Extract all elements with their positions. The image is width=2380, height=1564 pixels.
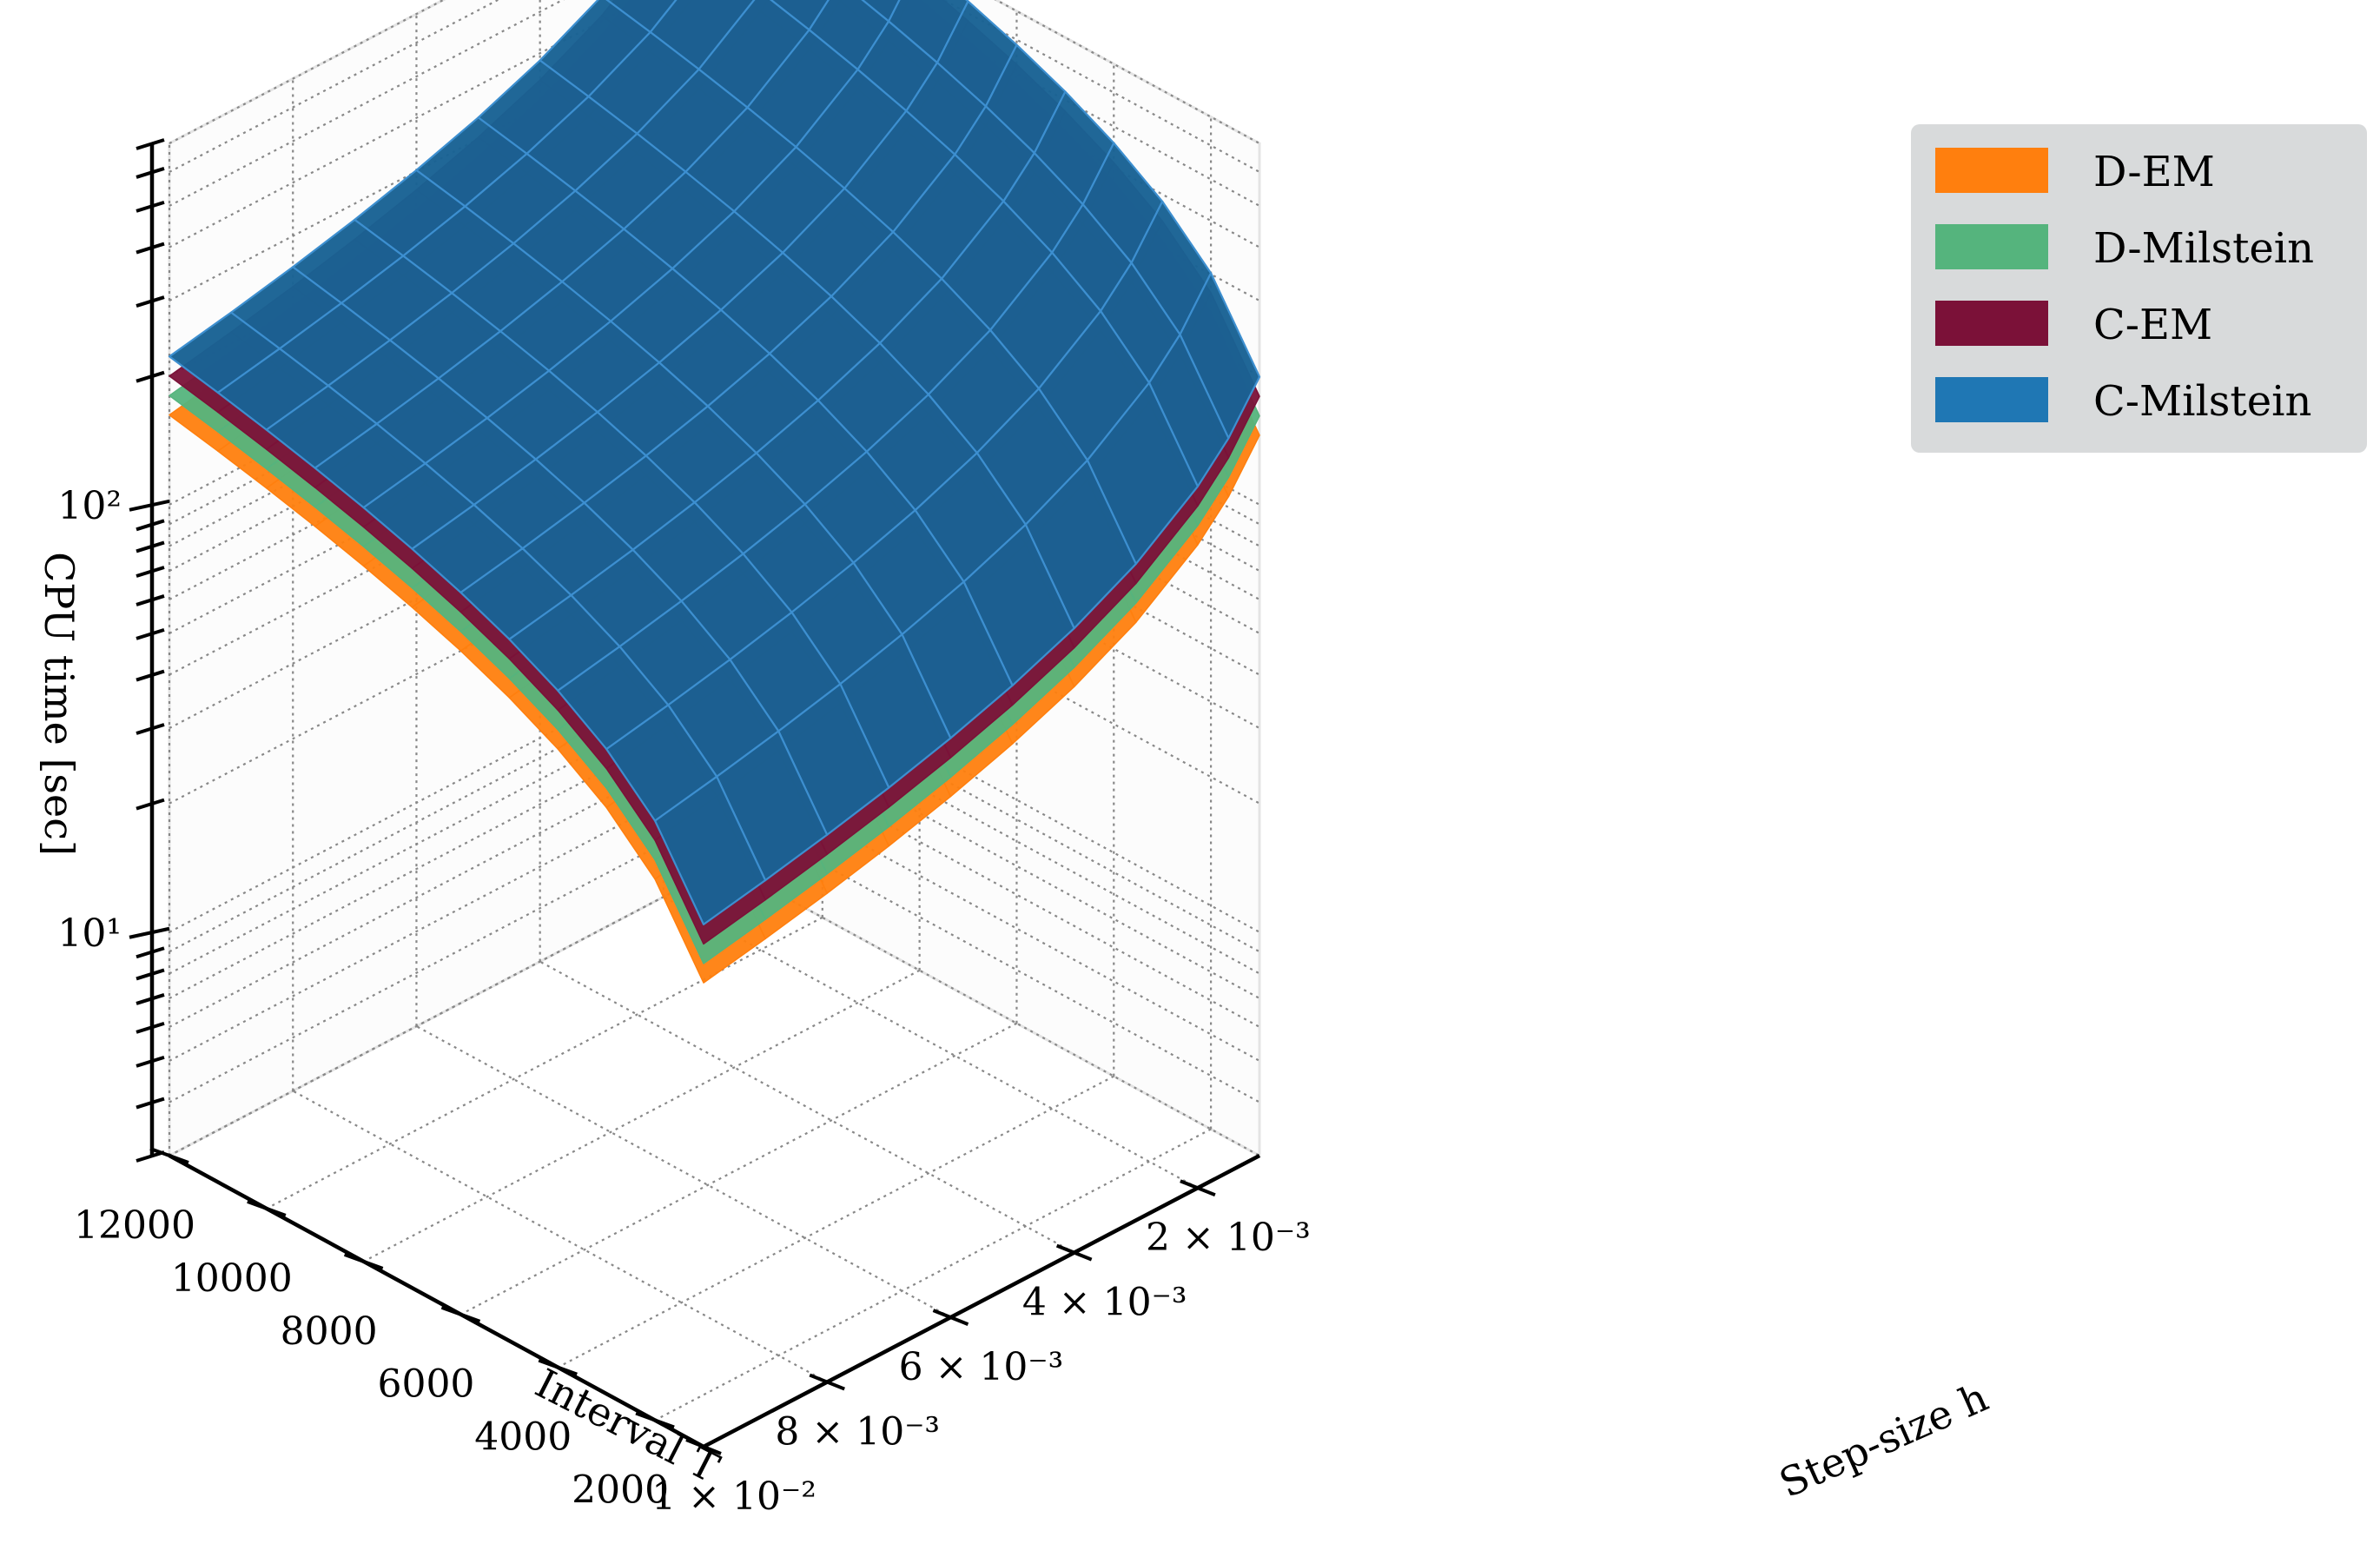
- z-tick: [136, 370, 165, 383]
- legend-swatch-d-em: [1935, 148, 2048, 193]
- floor-gridline: [557, 1075, 1114, 1368]
- z-tick: [136, 167, 165, 179]
- y-tick-label: 8000: [281, 1309, 378, 1354]
- floor-gridline: [266, 916, 823, 1209]
- z-tick: [129, 926, 170, 939]
- surface-c-milstein: [168, 0, 1261, 926]
- z-tick: [136, 723, 165, 735]
- floor-gridline: [654, 1128, 1212, 1422]
- z-tick: [129, 499, 170, 512]
- z-tick: [136, 519, 165, 532]
- z-tick: [136, 1055, 165, 1068]
- x-axis-label: Step-size h: [1772, 1374, 1994, 1508]
- z-tick: [136, 993, 165, 1005]
- legend-swatch-d-milstein: [1935, 224, 2048, 269]
- y-tick: [343, 1252, 384, 1270]
- y-tick-label: 6000: [377, 1362, 474, 1407]
- legend-label-c-em: C-EM: [2093, 301, 2212, 349]
- z-tick: [136, 1021, 165, 1034]
- surface-patch: [653, 775, 767, 926]
- z-tick: [136, 242, 165, 255]
- z-tick: [136, 627, 165, 640]
- x-tick-label: 4 × 10⁻³: [1022, 1281, 1187, 1325]
- y-tick: [538, 1358, 578, 1376]
- surfaces: [168, 0, 1261, 984]
- floor-gridline: [169, 864, 726, 1156]
- z-tick: [136, 138, 165, 150]
- z-tick: [136, 200, 165, 213]
- y-tick-label: 10000: [171, 1256, 293, 1301]
- legend-label-d-milstein: D-Milstein: [2093, 224, 2314, 273]
- x-tick: [932, 1309, 969, 1326]
- x-tick: [1180, 1179, 1216, 1197]
- x-tick-label: 1 × 10⁻²: [651, 1475, 816, 1519]
- y-tick: [440, 1305, 481, 1323]
- z-tick-label: 10²: [57, 484, 122, 528]
- legend-label-c-milstein: C-Milstein: [2093, 377, 2311, 426]
- z-tick: [136, 566, 165, 578]
- z-gridline: [169, 0, 446, 144]
- legend-swatch-c-milstein: [1935, 377, 2048, 422]
- legend-swatch-c-em: [1935, 301, 2048, 346]
- z-tick: [136, 798, 165, 811]
- z-tick: [136, 295, 165, 308]
- x-axis-line: [702, 1154, 1261, 1448]
- z-tick: [136, 946, 165, 959]
- floor-gridline: [363, 969, 921, 1262]
- z-tick: [136, 968, 165, 981]
- x-tick: [809, 1373, 845, 1391]
- z-tick: [136, 1097, 165, 1110]
- legend-frame: [1911, 124, 2367, 453]
- z-gridline: [169, 0, 500, 173]
- floor-gridline: [459, 1022, 1017, 1315]
- x-tick-label: 6 × 10⁻³: [899, 1345, 1064, 1389]
- y-tick-label: 4000: [474, 1415, 572, 1460]
- x-tick: [685, 1438, 722, 1455]
- y-tick: [635, 1411, 675, 1429]
- legend: D-EM D-Milstein C-EM C-Milstein: [1911, 124, 2367, 453]
- z-tick-label: 10¹: [57, 911, 122, 956]
- z-axis-label: CPU time [sec]: [36, 552, 83, 856]
- legend-label-d-em: D-EM: [2093, 148, 2215, 196]
- y-tick-label: 2000: [572, 1468, 669, 1513]
- z-gridline: [169, 810, 726, 1103]
- z-tick: [136, 540, 165, 553]
- x-tick: [1055, 1243, 1093, 1262]
- floor-gridline: [415, 1025, 951, 1319]
- x-tick-label: 2 × 10⁻³: [1146, 1216, 1311, 1260]
- z-tick: [136, 594, 165, 606]
- y-tick: [149, 1147, 189, 1164]
- y-tick: [247, 1200, 287, 1217]
- x-tick-label: 8 × 10⁻³: [775, 1410, 940, 1455]
- z-gridline: [169, 0, 565, 207]
- z-tick: [136, 669, 165, 682]
- y-tick-label: 12000: [74, 1203, 195, 1248]
